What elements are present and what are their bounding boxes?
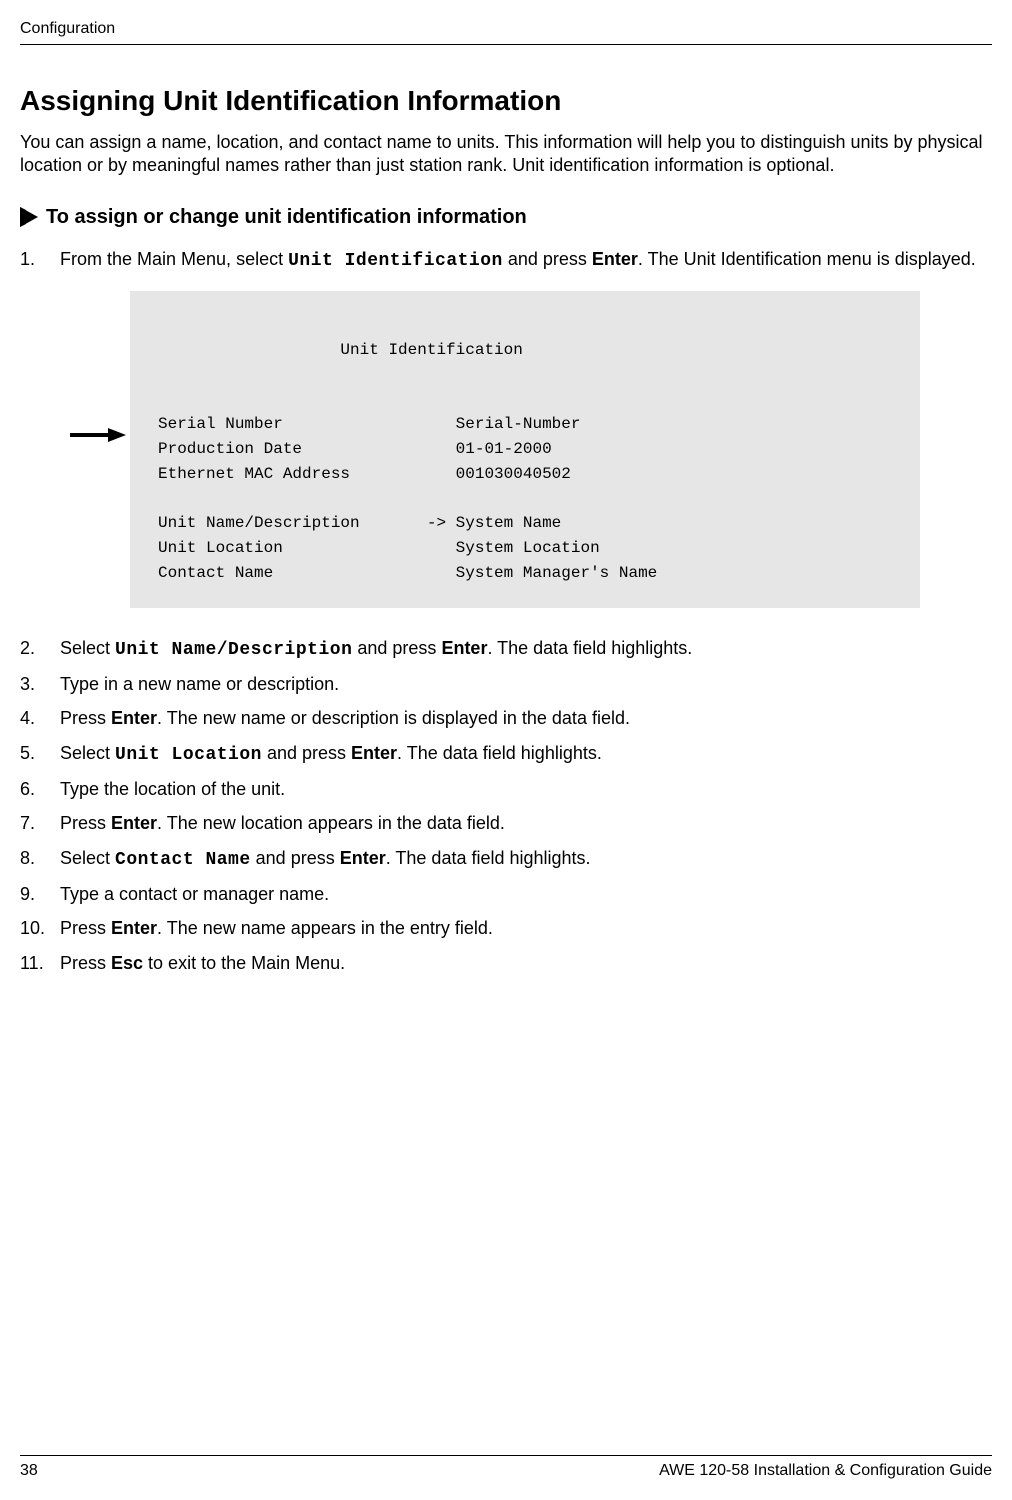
guide-title: AWE 120-58 Installation & Configuration … — [659, 1462, 992, 1480]
step-key: Enter — [111, 918, 157, 938]
step-11: Press Esc to exit to the Main Menu. — [60, 951, 992, 975]
terminal-output: Unit Identification Serial Number Serial… — [130, 291, 920, 608]
step-text: . The data field highlights. — [487, 638, 692, 658]
step-3: Type in a new name or description. — [60, 672, 992, 696]
pointer-icon — [20, 207, 38, 227]
step-text: and press — [262, 743, 351, 763]
step-text: Type the location of the unit. — [60, 779, 285, 799]
step-key: Enter — [340, 848, 386, 868]
step-8: Select Contact Name and press Enter. The… — [60, 846, 992, 872]
step-key: Enter — [351, 743, 397, 763]
page-footer: 38 AWE 120-58 Installation & Configurati… — [20, 1455, 992, 1480]
step-text: Press — [60, 708, 111, 728]
step-text: Select — [60, 638, 115, 658]
step-command: Contact Name — [115, 850, 251, 870]
step-text: and press — [503, 249, 592, 269]
step-10: Press Enter. The new name appears in the… — [60, 916, 992, 940]
terminal-screenshot: Unit Identification Serial Number Serial… — [130, 291, 992, 608]
step-6: Type the location of the unit. — [60, 777, 992, 801]
step-text: . The data field highlights. — [397, 743, 602, 763]
intro-paragraph: You can assign a name, location, and con… — [20, 131, 992, 178]
step-key: Esc — [111, 953, 143, 973]
step-command: Unit Identification — [288, 251, 503, 271]
step-text: Press — [60, 918, 111, 938]
step-key: Enter — [441, 638, 487, 658]
step-text: . The new name appears in the entry fiel… — [157, 918, 493, 938]
step-text: . The new name or description is display… — [157, 708, 630, 728]
step-key: Enter — [592, 249, 638, 269]
step-command: Unit Name/Description — [115, 640, 352, 660]
step-text: Select — [60, 848, 115, 868]
procedure-subhead: To assign or change unit identification … — [46, 206, 527, 229]
step-text: From the Main Menu, select — [60, 249, 288, 269]
step-key: Enter — [111, 813, 157, 833]
step-text: to exit to the Main Menu. — [143, 953, 345, 973]
callout-arrow-icon — [70, 428, 126, 442]
step-text: and press — [251, 848, 340, 868]
steps-list: From the Main Menu, select Unit Identifi… — [20, 247, 992, 975]
step-command: Unit Location — [115, 745, 262, 765]
step-text: Type a contact or manager name. — [60, 884, 329, 904]
step-text: . The Unit Identification menu is displa… — [638, 249, 976, 269]
step-key: Enter — [111, 708, 157, 728]
step-1: From the Main Menu, select Unit Identifi… — [60, 247, 992, 608]
step-text: Select — [60, 743, 115, 763]
step-text: and press — [352, 638, 441, 658]
running-header: Configuration — [20, 20, 992, 45]
step-5: Select Unit Location and press Enter. Th… — [60, 741, 992, 767]
step-text: Press — [60, 953, 111, 973]
step-text: Type in a new name or description. — [60, 674, 339, 694]
step-text: Press — [60, 813, 111, 833]
step-2: Select Unit Name/Description and press E… — [60, 636, 992, 662]
step-4: Press Enter. The new name or description… — [60, 706, 992, 730]
page-title: Assigning Unit Identification Informatio… — [20, 85, 992, 117]
step-9: Type a contact or manager name. — [60, 882, 992, 906]
step-text: . The new location appears in the data f… — [157, 813, 505, 833]
step-7: Press Enter. The new location appears in… — [60, 811, 992, 835]
step-text: . The data field highlights. — [386, 848, 591, 868]
page-number: 38 — [20, 1462, 38, 1480]
